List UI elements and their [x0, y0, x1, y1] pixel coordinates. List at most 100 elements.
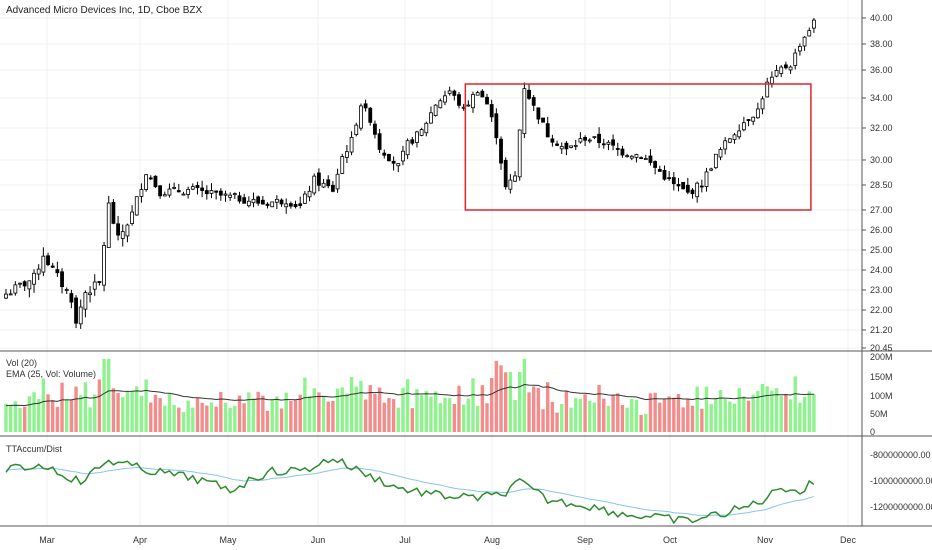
volume-bar: [135, 386, 139, 432]
candle-body: [274, 198, 279, 203]
candle-body: [545, 123, 550, 138]
candle-body: [88, 292, 92, 296]
candle-body: [709, 168, 714, 171]
volume-bar: [261, 395, 265, 432]
price-tick-label: 40.00: [870, 13, 893, 23]
volume-bar: [149, 402, 153, 432]
candle-body: [97, 281, 102, 283]
volume-bar: [503, 372, 508, 432]
volume-bar: [588, 400, 592, 432]
volume-bar: [424, 391, 428, 432]
volume-bar: [475, 405, 480, 432]
candle-body: [130, 211, 134, 224]
candle-body: [513, 175, 517, 182]
accum-legend-label: TTAccum/Dist: [6, 444, 62, 454]
volume-bar: [97, 379, 102, 432]
candle-body: [718, 149, 723, 158]
volume-bar: [723, 398, 727, 432]
candle-body: [55, 269, 60, 274]
candle-body: [475, 92, 480, 96]
candle-body: [769, 76, 774, 84]
volume-bar: [564, 390, 569, 432]
price-tick-label: 30.00: [870, 155, 893, 165]
volume-bar: [32, 392, 36, 432]
candle-body: [228, 194, 233, 198]
candle-body: [741, 122, 746, 131]
candle-body: [125, 224, 130, 237]
volume-bar: [760, 383, 765, 432]
volume-bars: [4, 358, 816, 432]
candle-body: [214, 190, 219, 193]
volume-bar: [499, 365, 503, 432]
volume-tick-label: 50M: [870, 409, 888, 419]
candle-body: [167, 188, 172, 196]
candle-body: [699, 185, 704, 188]
price-tick-label: 26.00: [870, 225, 893, 235]
candle-body: [629, 155, 634, 159]
volume-bar: [527, 392, 531, 432]
candle-body: [410, 139, 415, 144]
volume-bar: [265, 410, 270, 432]
candle-body: [494, 113, 499, 139]
candle-body: [615, 148, 620, 150]
volume-bar: [237, 395, 242, 432]
volume-bar: [536, 387, 541, 432]
volume-bar: [662, 398, 667, 432]
volume-bar: [695, 386, 699, 432]
candle-body: [685, 184, 690, 193]
candle-body: [74, 297, 78, 324]
volume-bar: [532, 386, 536, 432]
volume-bar: [307, 395, 312, 432]
candle-body: [69, 293, 74, 303]
price-candles: [4, 18, 816, 329]
volume-bar: [718, 390, 723, 432]
candle-body: [671, 177, 676, 185]
candle-body: [457, 94, 461, 106]
volume-bar: [644, 413, 648, 432]
candle-body: [536, 107, 541, 120]
candle-body: [447, 90, 452, 94]
candle-body: [391, 160, 396, 164]
candle-body: [382, 152, 387, 156]
candle-body: [195, 185, 200, 189]
candle-body: [111, 201, 116, 224]
candle-body: [223, 193, 228, 196]
volume-bar: [802, 396, 807, 432]
candle-body: [788, 66, 793, 71]
volume-bar: [60, 382, 64, 432]
volume-bar: [433, 391, 438, 432]
volume-bar: [270, 400, 274, 432]
volume-bar: [163, 405, 167, 432]
volume-bar: [672, 397, 676, 432]
volume-bar: [251, 398, 256, 432]
candle-body: [424, 122, 429, 134]
volume-bar: [592, 402, 597, 432]
candle-body: [302, 193, 307, 204]
candle-body: [704, 171, 709, 187]
candle-body: [181, 193, 186, 196]
volume-bar: [4, 403, 8, 432]
volume-bar: [345, 393, 349, 432]
candle-body: [634, 154, 639, 158]
volume-bar: [658, 402, 662, 432]
candle-body: [517, 129, 522, 178]
candle-body: [676, 184, 681, 187]
candle-body: [405, 140, 410, 156]
volume-bar: [205, 405, 209, 432]
time-tick-label: Apr: [133, 535, 147, 545]
volume-bar: [354, 386, 358, 432]
volume-bar: [111, 388, 116, 432]
volume-bar: [597, 384, 601, 432]
candle-body: [120, 231, 125, 239]
volume-bar: [494, 360, 499, 432]
volume-bar: [331, 400, 335, 432]
volume-tick-label: 0: [870, 427, 875, 437]
volume-bar: [555, 412, 559, 432]
volume-tick-label: 100M: [870, 391, 893, 401]
volume-legend-label: Vol (20): [6, 358, 37, 368]
candle-body: [265, 203, 270, 206]
candle-body: [751, 116, 756, 122]
candle-body: [22, 281, 27, 287]
candle-body: [363, 103, 368, 109]
